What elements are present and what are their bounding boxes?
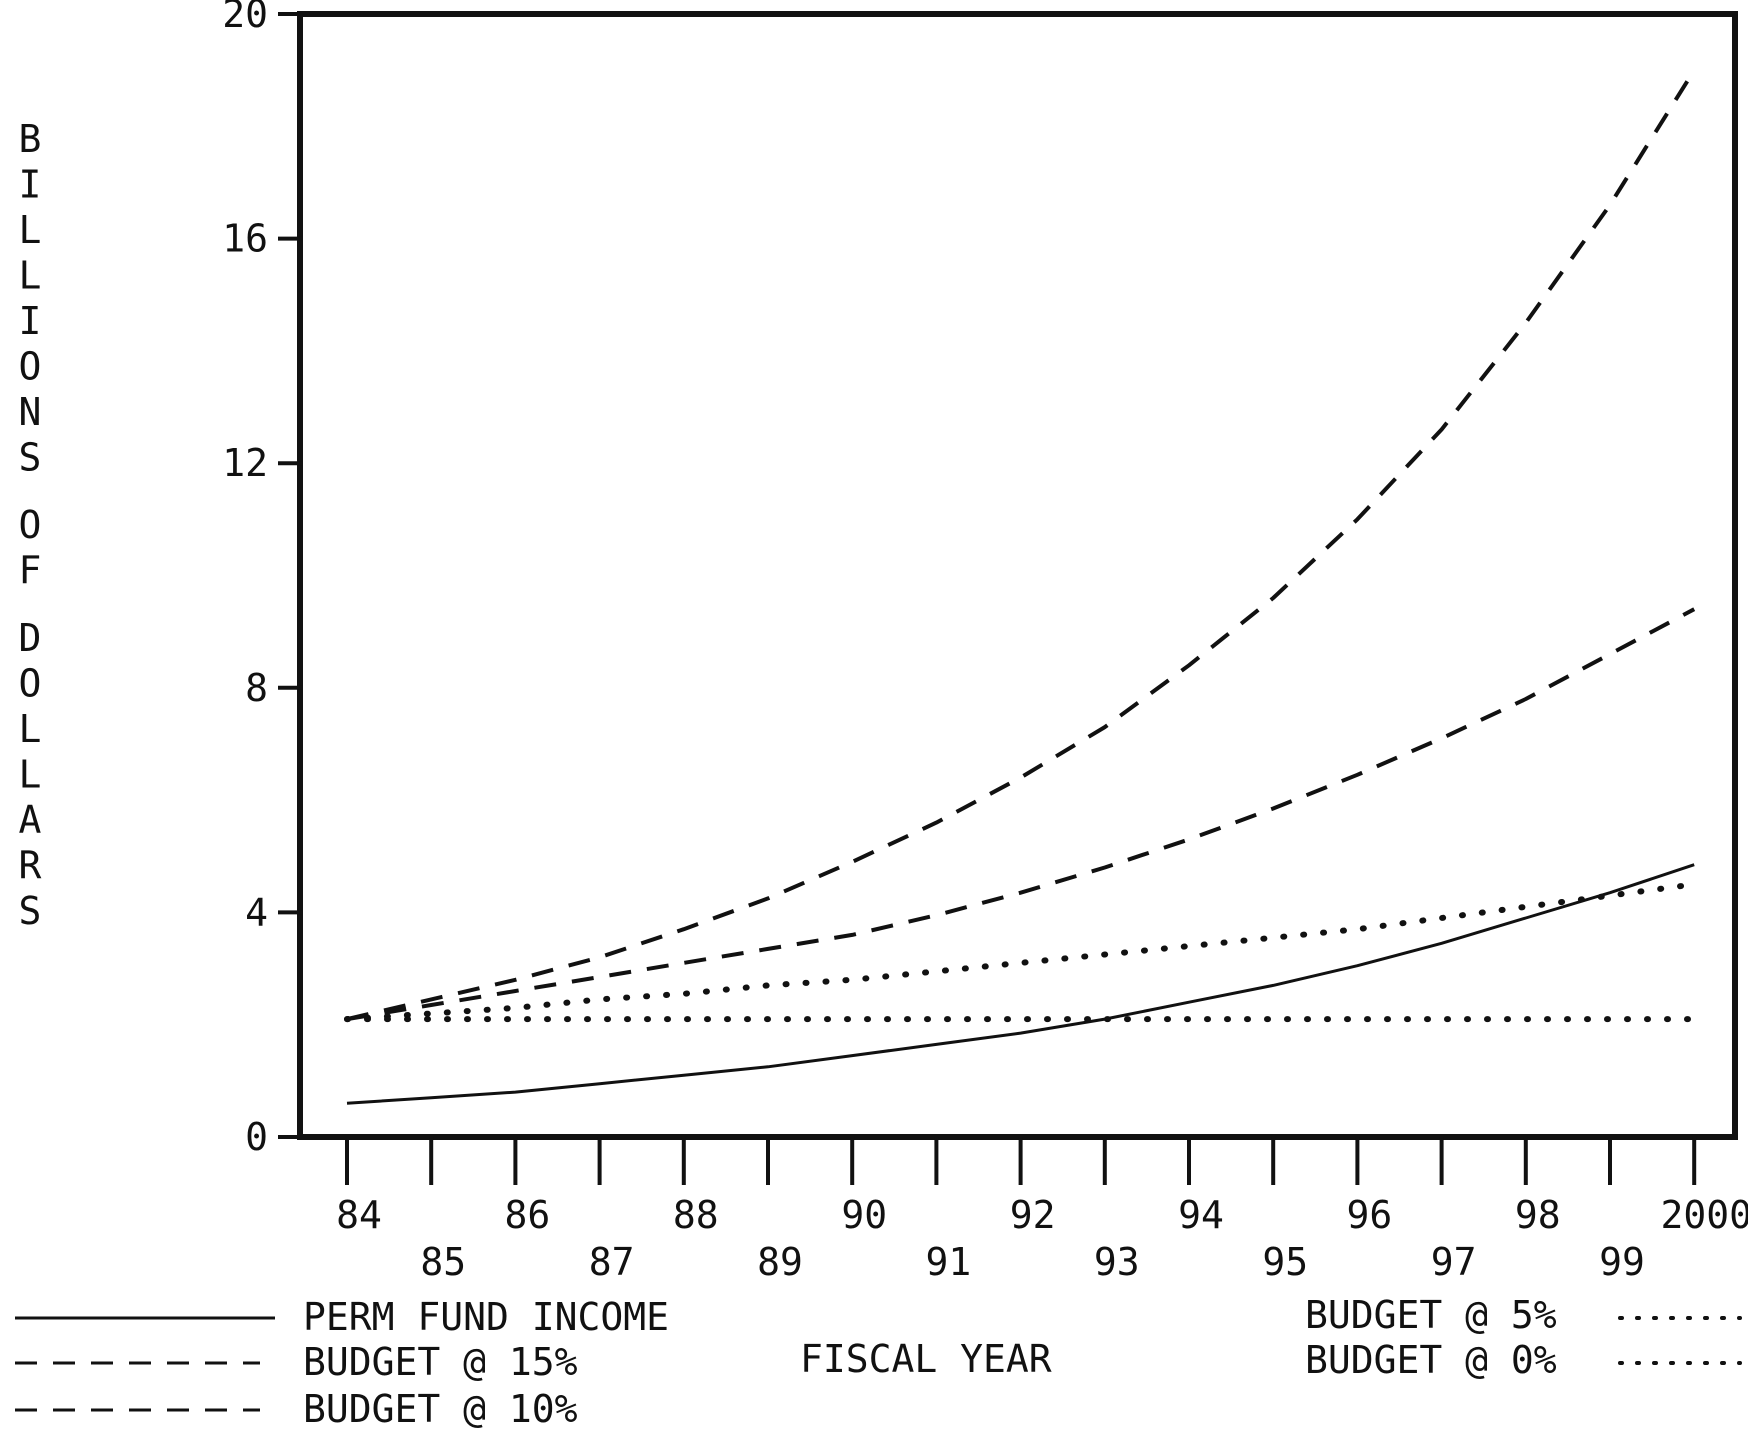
- x-tick-label-98: 98: [1515, 1193, 1561, 1237]
- y-axis-label-letter: L: [19, 707, 42, 751]
- y-axis: 0 4 8 12 16 20: [222, 0, 302, 1159]
- legend-label-budget-5: BUDGET @ 5%: [1305, 1293, 1557, 1337]
- y-tick-label-12: 12: [222, 441, 268, 485]
- x-tick-label-97: 97: [1431, 1240, 1477, 1284]
- x-tick-label-94: 94: [1178, 1193, 1224, 1237]
- x-tick-label-2000: 2000: [1660, 1193, 1748, 1237]
- series-line-budget-10-: [346, 607, 1696, 1022]
- legend-label-budget-15: BUDGET @ 15%: [303, 1340, 578, 1384]
- x-tick-label-88: 88: [673, 1193, 719, 1237]
- x-tick-label-93: 93: [1094, 1240, 1140, 1284]
- y-axis-label-letter: O: [19, 345, 42, 389]
- legend-label-budget-10: BUDGET @ 10%: [303, 1387, 578, 1431]
- y-axis-label-letter: I: [19, 163, 42, 207]
- x-tick-label-92: 92: [1010, 1193, 1056, 1237]
- x-tick-label-85: 85: [420, 1240, 466, 1284]
- y-axis-label-letter: D: [19, 616, 42, 660]
- y-axis-label-letter: I: [19, 299, 42, 343]
- y-tick-label-0: 0: [245, 1115, 268, 1159]
- x-tick-label-95: 95: [1262, 1240, 1308, 1284]
- series-line-budget-5-: [344, 881, 1698, 1023]
- y-axis-label-letter: O: [19, 662, 42, 706]
- y-tick-label-8: 8: [245, 666, 268, 710]
- y-axis-label-letter: S: [19, 436, 42, 480]
- x-tick-label-89: 89: [757, 1240, 803, 1284]
- y-axis-label-letter: S: [19, 889, 42, 933]
- x-axis: 84 85 86 87 88 89 90 91 92 93 94 95 96 97 98 99 2000: [336, 1137, 1748, 1284]
- y-axis-label-letter: F: [19, 549, 42, 593]
- y-axis-label-letter: N: [19, 390, 42, 434]
- y-axis-label-letter: L: [19, 254, 42, 298]
- y-axis-label-letter: B: [19, 117, 42, 161]
- y-axis-label-letter: O: [19, 503, 42, 547]
- x-tick-label-96: 96: [1347, 1193, 1393, 1237]
- y-axis-label-letter: L: [19, 208, 42, 252]
- plot-frame: [297, 11, 1738, 1140]
- legend-label-perm-fund-income: PERM FUND INCOME: [303, 1295, 669, 1339]
- x-axis-label: FISCAL YEAR: [800, 1337, 1052, 1381]
- x-tick-label-84: 84: [336, 1193, 382, 1237]
- x-tick-label-90: 90: [841, 1193, 887, 1237]
- series-line-budget-15-: [346, 69, 1696, 1022]
- legend-label-budget-0: BUDGET @ 0%: [1305, 1338, 1557, 1382]
- y-axis-label-letter: R: [19, 844, 42, 888]
- x-tick-label-99: 99: [1599, 1240, 1645, 1284]
- y-axis-label-letter: L: [19, 753, 42, 797]
- x-tick-label-86: 86: [505, 1193, 551, 1237]
- y-axis-label-letter: A: [19, 798, 42, 842]
- y-tick-label-20: 20: [222, 0, 268, 36]
- x-tick-label-91: 91: [926, 1240, 972, 1284]
- y-tick-label-16: 16: [222, 217, 268, 261]
- series-line-perm-fund-income: [346, 863, 1695, 1105]
- y-tick-label-4: 4: [245, 890, 268, 934]
- legend: PERM FUND INCOME BUDGET @ 15% BUDGET @ 1…: [15, 1293, 1742, 1431]
- x-tick-label-87: 87: [589, 1240, 635, 1284]
- series-layer: [344, 69, 1698, 1105]
